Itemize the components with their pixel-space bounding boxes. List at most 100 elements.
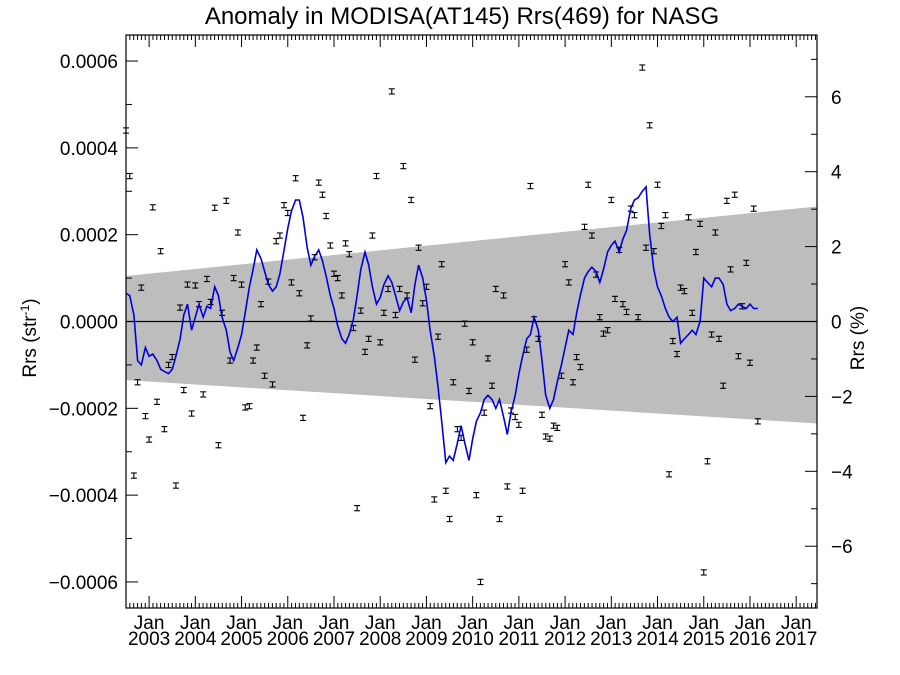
- data-point: [400, 162, 407, 170]
- x-tick-year: 2004: [174, 629, 217, 650]
- data-point: [427, 402, 434, 410]
- data-point: [276, 232, 283, 239]
- x-tick-year: 2011: [498, 629, 539, 650]
- x-tick-year: 2007: [313, 629, 355, 650]
- data-point: [273, 238, 280, 245]
- data-point: [573, 353, 580, 361]
- left-axis-label: Rrs (str-1): [18, 298, 41, 377]
- data-point: [666, 471, 673, 478]
- uncertainty-band: [126, 206, 817, 424]
- data-point: [562, 261, 569, 268]
- data-point: [377, 339, 384, 346]
- data-point: [288, 279, 295, 286]
- y-tick-label-right: −2: [831, 387, 853, 408]
- data-point: [354, 505, 361, 512]
- x-tick-month: Jan: [504, 613, 535, 634]
- data-point: [369, 232, 376, 239]
- data-point: [658, 222, 665, 230]
- data-point: [250, 357, 257, 364]
- x-tick-year: 2005: [220, 629, 262, 650]
- x-tick-year: 2013: [590, 629, 632, 650]
- chart-title: Anomaly in MODISA(AT145) Rrs(469) for NA…: [205, 3, 719, 30]
- smoothed-line: [125, 184, 758, 466]
- data-point: [596, 314, 603, 321]
- data-point: [304, 342, 311, 349]
- data-point: [489, 382, 496, 389]
- y-tick-label-right: 4: [831, 163, 842, 184]
- data-point: [392, 311, 399, 319]
- y-tick-label-left: −0.0004: [49, 486, 119, 507]
- data-point: [261, 372, 268, 379]
- data-point: [234, 229, 241, 236]
- data-point: [408, 196, 415, 204]
- y-tick-label-left: 0.0002: [60, 226, 118, 247]
- data-point: [677, 284, 684, 291]
- data-point: [411, 356, 418, 363]
- data-point: [134, 379, 141, 386]
- data-point: [581, 223, 588, 231]
- data-point: [188, 410, 195, 417]
- data-point: [700, 569, 707, 576]
- data-point: [512, 413, 519, 421]
- data-point: [438, 261, 445, 268]
- data-point: [323, 212, 330, 220]
- x-tick-month: Jan: [365, 613, 396, 634]
- x-tick-year: 2015: [683, 629, 725, 650]
- y-tick-label-right: −6: [831, 537, 853, 558]
- data-point: [646, 122, 653, 129]
- x-tick-month: Jan: [226, 613, 257, 634]
- x-tick-year: 2016: [729, 629, 771, 650]
- data-point: [542, 433, 549, 440]
- data-point: [461, 320, 468, 327]
- data-point: [712, 229, 719, 236]
- data-point: [692, 248, 699, 256]
- data-point: [716, 335, 723, 343]
- data-point: [673, 350, 680, 358]
- x-tick-year: 2017: [775, 629, 817, 650]
- data-point: [538, 411, 545, 418]
- data-point: [292, 175, 299, 182]
- data-point: [419, 300, 426, 307]
- data-point: [477, 578, 484, 586]
- data-point: [361, 348, 368, 356]
- x-tick-year: 2009: [405, 629, 447, 650]
- data-point: [481, 409, 488, 416]
- y-tick-label-left: −0.0006: [49, 573, 118, 594]
- data-point: [172, 482, 179, 489]
- data-point: [669, 337, 676, 345]
- data-point: [192, 282, 199, 289]
- data-point: [215, 442, 222, 449]
- data-point: [296, 290, 303, 297]
- data-point: [619, 300, 626, 308]
- plot-area: [123, 34, 818, 609]
- data-point: [149, 204, 156, 211]
- data-point: [338, 292, 345, 299]
- x-tick-month: Jan: [781, 613, 812, 634]
- data-point: [484, 355, 491, 362]
- x-tick-year: 2012: [544, 629, 586, 650]
- data-point: [500, 292, 507, 299]
- data-point: [130, 472, 137, 479]
- data-point: [689, 309, 696, 316]
- data-point: [608, 196, 615, 204]
- y-tick-label-right: −4: [831, 462, 853, 483]
- data-point: [546, 435, 553, 442]
- x-tick-month: Jan: [642, 613, 673, 634]
- y-tick-label-left: 0.0004: [60, 139, 119, 160]
- data-point: [307, 315, 314, 322]
- data-point: [727, 266, 734, 273]
- data-point: [473, 491, 480, 499]
- data-point: [165, 361, 172, 369]
- data-point: [527, 182, 534, 190]
- data-point: [697, 220, 704, 227]
- data-point: [327, 242, 334, 249]
- data-point: [346, 251, 353, 258]
- data-point: [681, 287, 688, 295]
- data-point: [142, 412, 149, 420]
- x-tick-year: 2006: [267, 629, 309, 650]
- data-point: [396, 285, 403, 293]
- x-tick-month: Jan: [735, 613, 766, 634]
- data-point: [334, 274, 341, 282]
- data-point: [230, 274, 237, 282]
